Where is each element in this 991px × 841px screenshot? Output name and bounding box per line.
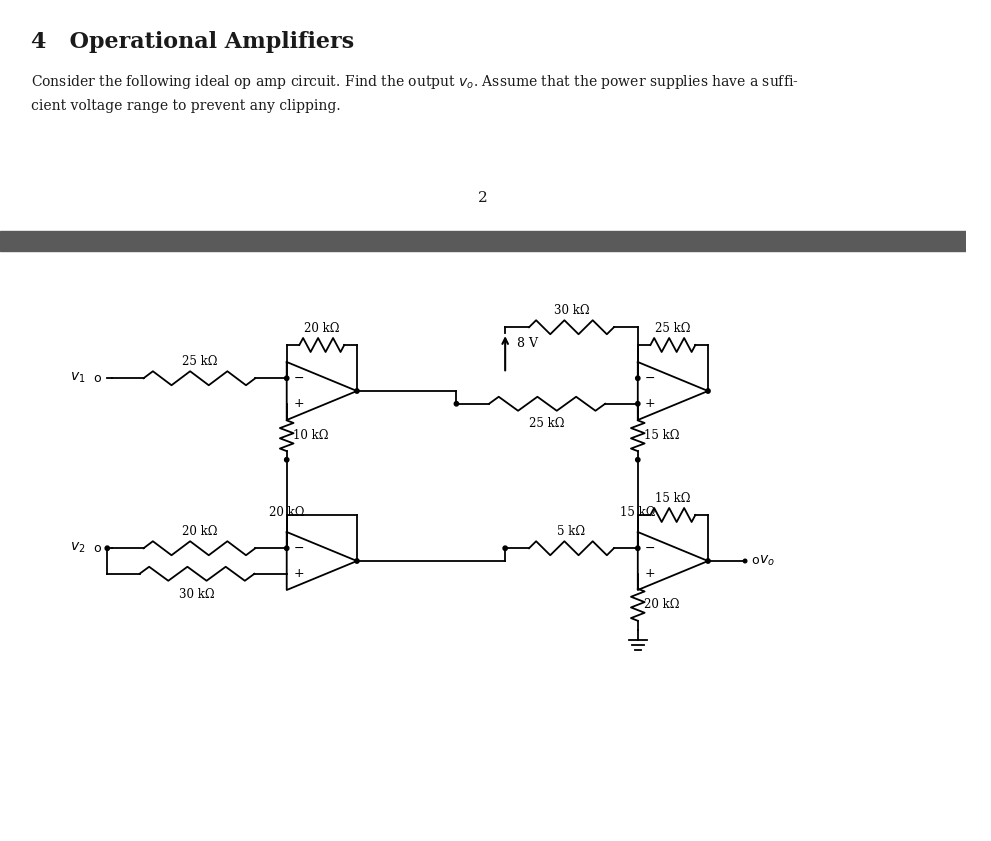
Text: +: + <box>293 568 304 580</box>
Text: −: − <box>293 372 304 384</box>
Circle shape <box>635 376 640 380</box>
Circle shape <box>355 389 359 394</box>
Text: −: − <box>644 372 655 384</box>
Circle shape <box>284 376 288 380</box>
Text: 25 kΩ: 25 kΩ <box>181 355 217 368</box>
Text: 30 kΩ: 30 kΩ <box>179 588 215 600</box>
Circle shape <box>454 401 459 406</box>
Circle shape <box>635 401 640 406</box>
Text: 10 kΩ: 10 kΩ <box>292 429 328 442</box>
Text: 8 V: 8 V <box>517 336 538 350</box>
Text: −: − <box>644 542 655 555</box>
Text: 15 kΩ: 15 kΩ <box>620 506 655 519</box>
Circle shape <box>355 558 359 563</box>
Circle shape <box>635 458 640 462</box>
Text: 25 kΩ: 25 kΩ <box>529 417 565 430</box>
Text: 15 kΩ: 15 kΩ <box>643 429 679 442</box>
Text: +: + <box>644 397 655 410</box>
Text: +: + <box>644 568 655 580</box>
Text: 2: 2 <box>478 191 488 205</box>
Text: o: o <box>94 542 101 555</box>
Circle shape <box>284 546 288 551</box>
Circle shape <box>743 559 747 563</box>
Text: 20 kΩ: 20 kΩ <box>269 506 304 519</box>
Circle shape <box>503 546 507 551</box>
Text: 25 kΩ: 25 kΩ <box>655 322 691 335</box>
Text: −: − <box>293 542 304 555</box>
Text: o: o <box>751 554 758 568</box>
Text: 20 kΩ: 20 kΩ <box>181 526 217 538</box>
Text: cient voltage range to prevent any clipping.: cient voltage range to prevent any clipp… <box>31 99 341 113</box>
Circle shape <box>706 389 711 394</box>
Text: 20 kΩ: 20 kΩ <box>304 322 340 335</box>
Text: 15 kΩ: 15 kΩ <box>655 492 691 505</box>
Text: $v_o$: $v_o$ <box>759 554 774 569</box>
Circle shape <box>706 558 711 563</box>
Text: 4   Operational Amplifiers: 4 Operational Amplifiers <box>31 31 355 53</box>
Text: 30 kΩ: 30 kΩ <box>554 304 590 317</box>
Bar <box>0 231 966 251</box>
Circle shape <box>105 546 109 551</box>
Circle shape <box>284 458 288 462</box>
Text: Consider the following ideal op amp circuit. Find the output $v_o$. Assume that : Consider the following ideal op amp circ… <box>31 73 799 91</box>
Text: 20 kΩ: 20 kΩ <box>643 598 679 611</box>
Circle shape <box>635 546 640 551</box>
Text: o: o <box>94 372 101 384</box>
Text: $v_1$: $v_1$ <box>70 371 86 385</box>
Text: +: + <box>293 397 304 410</box>
Text: $v_2$: $v_2$ <box>70 541 86 555</box>
Text: 5 kΩ: 5 kΩ <box>557 526 586 538</box>
